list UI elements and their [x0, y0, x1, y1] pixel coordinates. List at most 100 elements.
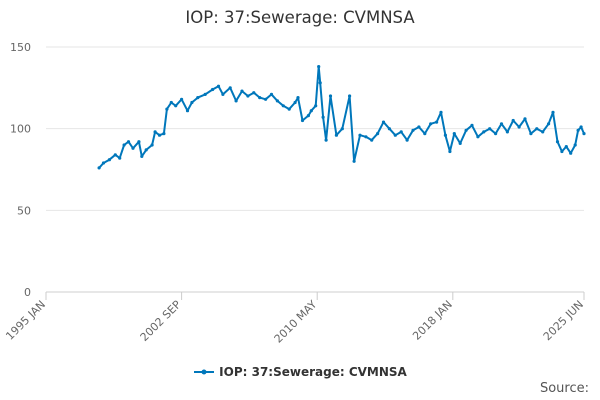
data-point[interactable]	[321, 115, 325, 119]
data-point[interactable]	[358, 133, 362, 137]
data-point[interactable]	[381, 120, 386, 124]
data-point[interactable]	[118, 156, 122, 160]
data-point[interactable]	[306, 114, 310, 118]
data-point[interactable]	[150, 143, 154, 147]
data-point[interactable]	[169, 100, 173, 105]
data-point[interactable]	[348, 94, 352, 98]
data-point[interactable]	[511, 118, 515, 123]
data-point[interactable]	[476, 135, 480, 139]
data-point[interactable]	[523, 117, 527, 121]
data-point[interactable]	[309, 109, 313, 113]
data-point[interactable]	[281, 104, 285, 108]
data-point[interactable]	[387, 127, 391, 131]
data-point[interactable]	[162, 132, 166, 136]
data-point[interactable]	[300, 118, 305, 123]
data-point[interactable]	[448, 149, 452, 154]
data-point[interactable]	[252, 91, 256, 95]
data-point[interactable]	[376, 132, 380, 136]
data-point[interactable]	[576, 128, 580, 132]
data-point[interactable]	[364, 135, 368, 139]
data-point[interactable]	[296, 96, 300, 100]
data-point[interactable]	[464, 128, 468, 132]
data-point[interactable]	[423, 132, 427, 136]
data-point[interactable]	[318, 81, 322, 85]
data-point[interactable]	[190, 100, 194, 105]
x-tick-label: 2025 JUN	[541, 298, 586, 343]
data-point[interactable]	[234, 99, 238, 103]
legend[interactable]: IOP: 37:Sewerage: CVMNSA	[0, 365, 600, 380]
data-point[interactable]	[560, 149, 564, 154]
data-point[interactable]	[264, 97, 268, 101]
data-point[interactable]	[101, 161, 106, 165]
data-point[interactable]	[411, 128, 415, 132]
data-point[interactable]	[328, 94, 333, 98]
data-point[interactable]	[452, 132, 456, 136]
data-point[interactable]	[405, 138, 409, 142]
data-point[interactable]	[287, 107, 291, 111]
data-point[interactable]	[551, 110, 555, 114]
data-point[interactable]	[443, 133, 447, 137]
data-point[interactable]	[293, 100, 297, 105]
data-point[interactable]	[517, 125, 521, 129]
data-point[interactable]	[165, 107, 169, 111]
data-point[interactable]	[494, 132, 498, 136]
data-point[interactable]	[221, 92, 225, 96]
data-point[interactable]	[393, 133, 397, 137]
data-point[interactable]	[246, 94, 250, 98]
data-point[interactable]	[334, 133, 338, 137]
data-point[interactable]	[97, 166, 101, 170]
data-point[interactable]	[185, 109, 190, 113]
data-point[interactable]	[317, 65, 321, 69]
data-point[interactable]	[144, 148, 148, 152]
x-tick-label: 2002 SEP	[138, 298, 184, 344]
data-point[interactable]	[126, 140, 131, 144]
data-point[interactable]	[417, 125, 421, 129]
data-point[interactable]	[122, 143, 126, 147]
data-point[interactable]	[535, 127, 539, 131]
data-point[interactable]	[211, 87, 215, 92]
data-point[interactable]	[275, 99, 279, 103]
data-point[interactable]	[140, 154, 144, 158]
data-point[interactable]	[153, 130, 157, 134]
data-point[interactable]	[228, 86, 232, 90]
x-tick-label: 2010 MAY	[272, 298, 320, 346]
data-point[interactable]	[196, 96, 200, 100]
data-point[interactable]	[180, 97, 184, 101]
data-point[interactable]	[470, 123, 474, 127]
data-point[interactable]	[555, 140, 560, 144]
data-point[interactable]	[482, 130, 486, 134]
data-point[interactable]	[573, 143, 577, 147]
data-point[interactable]	[488, 127, 492, 131]
data-point[interactable]	[439, 110, 443, 114]
data-point[interactable]	[505, 130, 509, 134]
data-point[interactable]	[569, 151, 573, 155]
data-point[interactable]	[340, 127, 344, 131]
data-point[interactable]	[352, 159, 356, 163]
data-point[interactable]	[564, 145, 568, 149]
data-point[interactable]	[529, 132, 533, 136]
data-point[interactable]	[216, 84, 221, 88]
data-point[interactable]	[107, 158, 111, 162]
data-point[interactable]	[435, 120, 439, 124]
data-point[interactable]	[324, 138, 328, 142]
data-point[interactable]	[203, 92, 207, 96]
data-point[interactable]	[131, 146, 135, 150]
data-point[interactable]	[579, 125, 583, 129]
data-point[interactable]	[458, 141, 462, 145]
data-point[interactable]	[174, 104, 178, 108]
data-point[interactable]	[582, 132, 586, 136]
data-point[interactable]	[314, 104, 318, 108]
data-point[interactable]	[157, 133, 162, 137]
data-point[interactable]	[370, 138, 374, 142]
data-point[interactable]	[113, 153, 117, 157]
data-point[interactable]	[499, 122, 504, 126]
data-point[interactable]	[137, 140, 141, 144]
data-point[interactable]	[399, 130, 403, 134]
data-point[interactable]	[240, 89, 244, 93]
data-point[interactable]	[258, 96, 262, 100]
data-point[interactable]	[541, 130, 545, 134]
data-point[interactable]	[269, 92, 274, 96]
data-point[interactable]	[547, 122, 551, 126]
data-point[interactable]	[429, 122, 433, 126]
